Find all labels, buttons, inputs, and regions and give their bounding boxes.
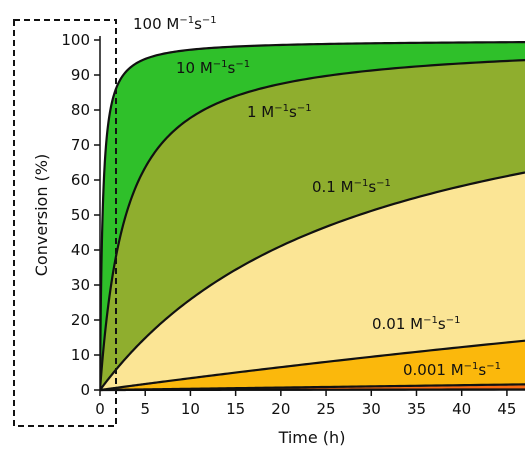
series-line-2 — [100, 171, 525, 392]
area-2 — [100, 172, 525, 390]
label-k1: 1 M−1s−1 — [247, 103, 312, 121]
label-k001: 0.01 M−1s−1 — [372, 315, 460, 333]
y-tick-label-50: 50 — [71, 206, 90, 224]
x-tick-label-30: 30 — [362, 400, 381, 418]
y-tick-label-10: 10 — [71, 346, 90, 364]
y-tick-label-90: 90 — [71, 66, 90, 84]
x-tick-label-0: 0 — [95, 400, 105, 418]
y-tick-label-30: 30 — [71, 276, 90, 294]
x-tick-label-25: 25 — [317, 400, 336, 418]
x-tick-label-35: 35 — [407, 400, 426, 418]
y-tick-label-40: 40 — [71, 241, 90, 259]
y-tick-label-0: 0 — [80, 381, 90, 399]
x-tick-label-10: 10 — [181, 400, 200, 418]
chart-axes — [99, 36, 525, 391]
y-tick-label-70: 70 — [71, 136, 90, 154]
curve-labels: 100 M−1s−1 10 M−1s−1 1 M−1s−1 0.1 M−1s−1… — [133, 15, 501, 379]
label-k01: 0.1 M−1s−1 — [312, 178, 391, 196]
y-tick-label-80: 80 — [71, 101, 90, 119]
label-k100: 100 M−1s−1 — [133, 15, 217, 33]
y-tick-label-20: 20 — [71, 311, 90, 329]
x-tick-label-15: 15 — [226, 400, 245, 418]
x-tick-label-40: 40 — [452, 400, 471, 418]
series-line-1 — [100, 59, 525, 391]
label-k0001: 0.001 M−1s−1 — [403, 361, 501, 379]
area-3 — [100, 340, 525, 390]
x-axis-title: Time (h) — [278, 428, 346, 447]
x-tick-label-20: 20 — [271, 400, 290, 418]
x-tick-label-5: 5 — [140, 400, 150, 418]
y-tick-label-60: 60 — [71, 171, 90, 189]
y-tick-label-100: 100 — [61, 31, 90, 49]
label-k10: 10 M−1s−1 — [176, 59, 250, 77]
chart-areas — [100, 42, 525, 391]
series-line-0 — [100, 41, 525, 390]
x-tick-label-45: 45 — [497, 400, 516, 418]
chart-ticks: 0 10 20 30 40 50 60 70 80 90 100 0 5 10 15 20 25 30 35 40 45 — [61, 31, 516, 418]
y-axis-title: Conversion (%) — [32, 154, 51, 276]
early-time-highlight-box — [13, 19, 117, 427]
